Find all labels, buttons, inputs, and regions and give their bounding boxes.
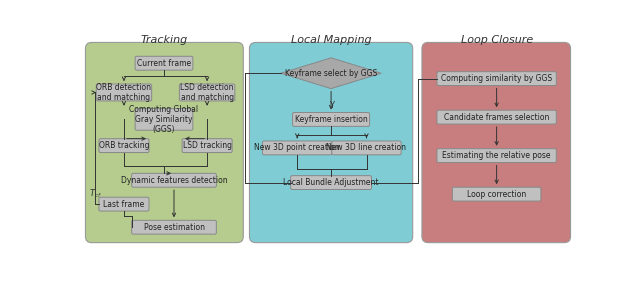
FancyBboxPatch shape [182,139,232,153]
FancyBboxPatch shape [437,72,556,85]
FancyBboxPatch shape [135,109,193,130]
Text: Dynamic features detection: Dynamic features detection [121,176,227,185]
Text: ORB detection
and matching: ORB detection and matching [97,83,152,102]
Text: LSD tracking: LSD tracking [182,141,232,150]
Text: Loop correction: Loop correction [467,190,526,199]
Text: ORB tracking: ORB tracking [99,141,149,150]
Text: Current frame: Current frame [137,59,191,68]
Text: Keyframe insertion: Keyframe insertion [294,115,367,124]
Text: Local Bundle Adjustment: Local Bundle Adjustment [284,178,379,187]
FancyBboxPatch shape [437,110,556,124]
Text: Local Mapping: Local Mapping [291,35,371,45]
Text: Y: Y [328,101,333,110]
FancyBboxPatch shape [291,176,371,190]
Text: LSD detection
and matching: LSD detection and matching [180,83,234,102]
FancyBboxPatch shape [437,149,556,162]
FancyBboxPatch shape [262,141,332,155]
FancyBboxPatch shape [132,173,216,187]
Text: Estimating the relative pose: Estimating the relative pose [442,151,551,160]
FancyBboxPatch shape [99,197,149,211]
FancyBboxPatch shape [250,42,413,243]
FancyBboxPatch shape [422,42,570,243]
Text: $T_{cf}$: $T_{cf}$ [89,188,102,200]
FancyBboxPatch shape [132,220,216,234]
FancyBboxPatch shape [452,187,541,201]
Text: Pose estimation: Pose estimation [143,223,205,232]
FancyBboxPatch shape [135,56,193,70]
Text: Tracking: Tracking [140,35,188,45]
Text: Loop Closure: Loop Closure [461,35,532,45]
Text: Computing Global
Gray Similarity
(GGS): Computing Global Gray Similarity (GGS) [129,104,198,134]
Text: Last frame: Last frame [103,200,145,209]
Text: Computing similarity by GGS: Computing similarity by GGS [441,74,552,83]
FancyBboxPatch shape [96,84,152,101]
Text: Keyframe select by GGS: Keyframe select by GGS [285,69,377,78]
FancyBboxPatch shape [292,113,369,127]
Text: Candidate frames selection: Candidate frames selection [444,113,549,122]
FancyBboxPatch shape [86,42,243,243]
Text: New 3D point creation: New 3D point creation [254,143,340,153]
FancyBboxPatch shape [99,139,149,153]
FancyBboxPatch shape [179,84,235,101]
FancyBboxPatch shape [332,141,401,155]
Text: New 3D line creation: New 3D line creation [326,143,406,153]
Polygon shape [281,58,381,89]
